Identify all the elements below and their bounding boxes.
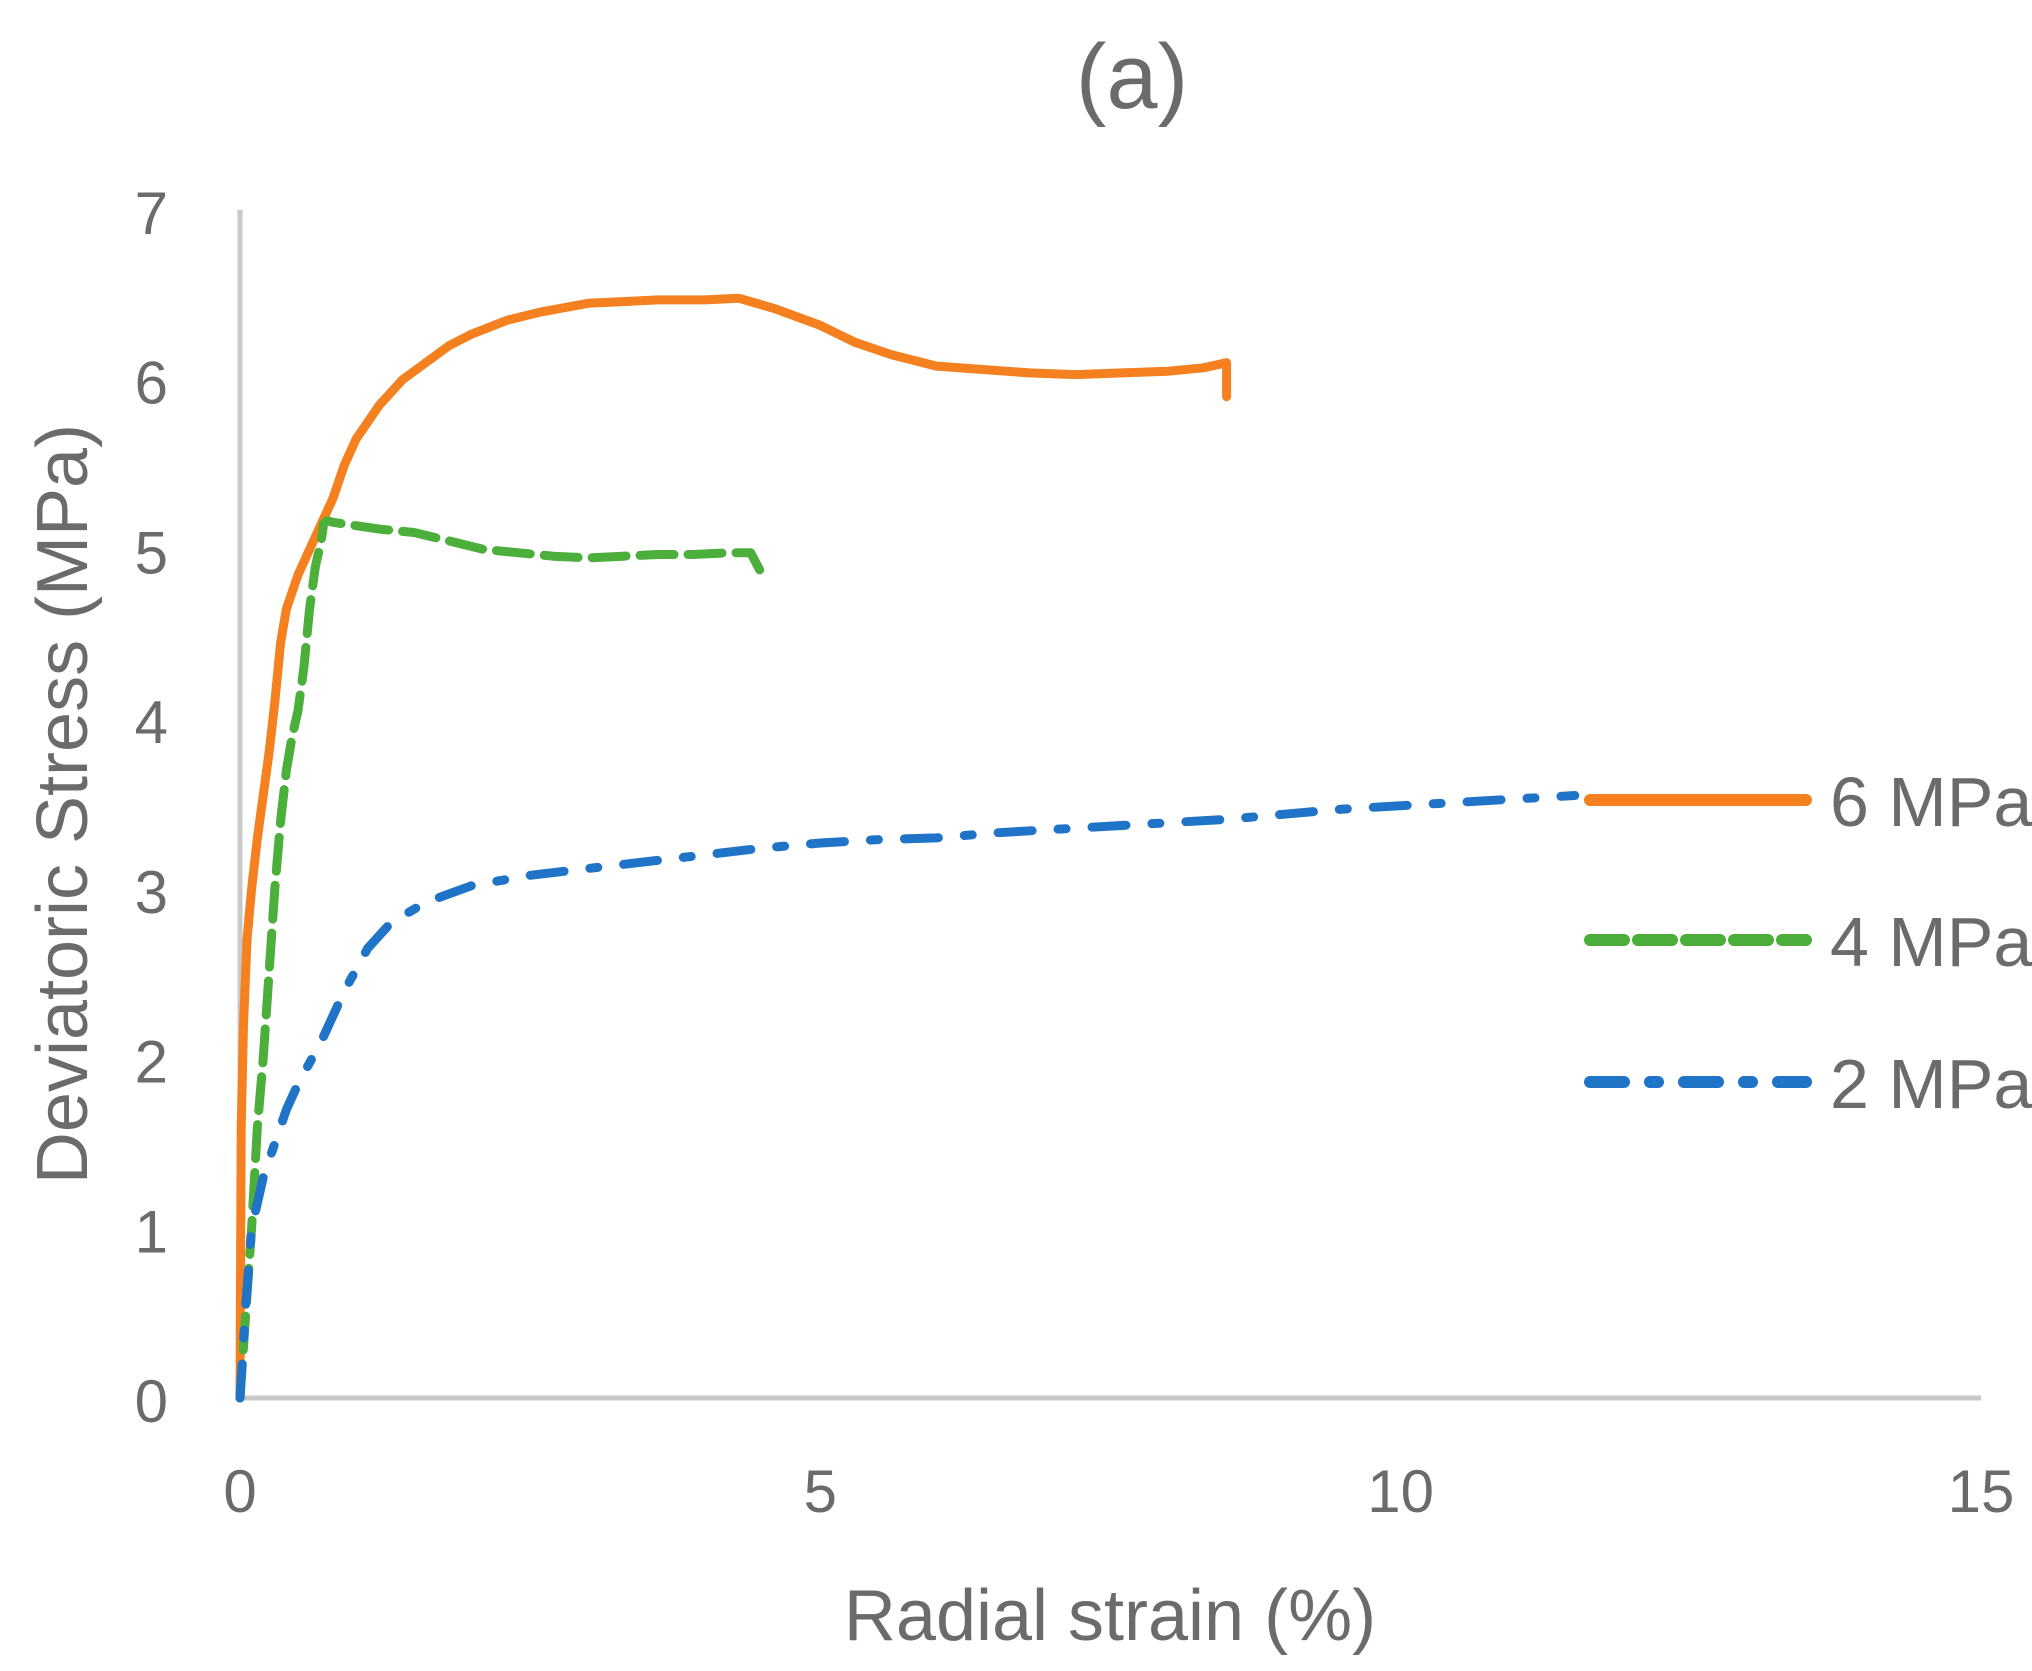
series-line-2-mpa	[235, 791, 1580, 1403]
x-tick-label: 15	[1948, 1458, 2015, 1525]
x-tick-label: 0	[223, 1458, 256, 1525]
y-tick-label: 0	[135, 1368, 168, 1435]
series-layer	[235, 293, 1580, 1403]
y-tick-label: 4	[135, 689, 168, 756]
series-line-6-mpa	[235, 293, 1232, 1403]
y-tick-label: 3	[135, 859, 168, 926]
legend: 6 MPa 4 MPa 2 MPa	[1584, 763, 2032, 1123]
y-tick-label: 2	[135, 1029, 168, 1096]
x-tick-label: 10	[1367, 1458, 1434, 1525]
y-tick-label: 7	[135, 180, 168, 247]
y-axis-label: Deviatoric Stress (MPa)	[23, 424, 103, 1184]
x-tick-labels: 0 5 10 15	[223, 1458, 2014, 1525]
legend-label: 2 MPa	[1830, 1045, 2032, 1123]
y-tick-label: 6	[135, 350, 168, 417]
series-line-4-mpa	[235, 516, 767, 1403]
x-axis-label: Radial strain (%)	[844, 1576, 1376, 1656]
legend-label: 6 MPa	[1830, 763, 2032, 841]
chart-title: (a)	[1076, 26, 1188, 128]
y-tick-label: 1	[135, 1198, 168, 1265]
legend-label: 4 MPa	[1830, 903, 2032, 981]
x-tick-label: 5	[804, 1458, 837, 1525]
y-tick-labels: 0 1 2 3 4 5 6 7	[135, 180, 168, 1435]
y-tick-label: 5	[135, 519, 168, 586]
